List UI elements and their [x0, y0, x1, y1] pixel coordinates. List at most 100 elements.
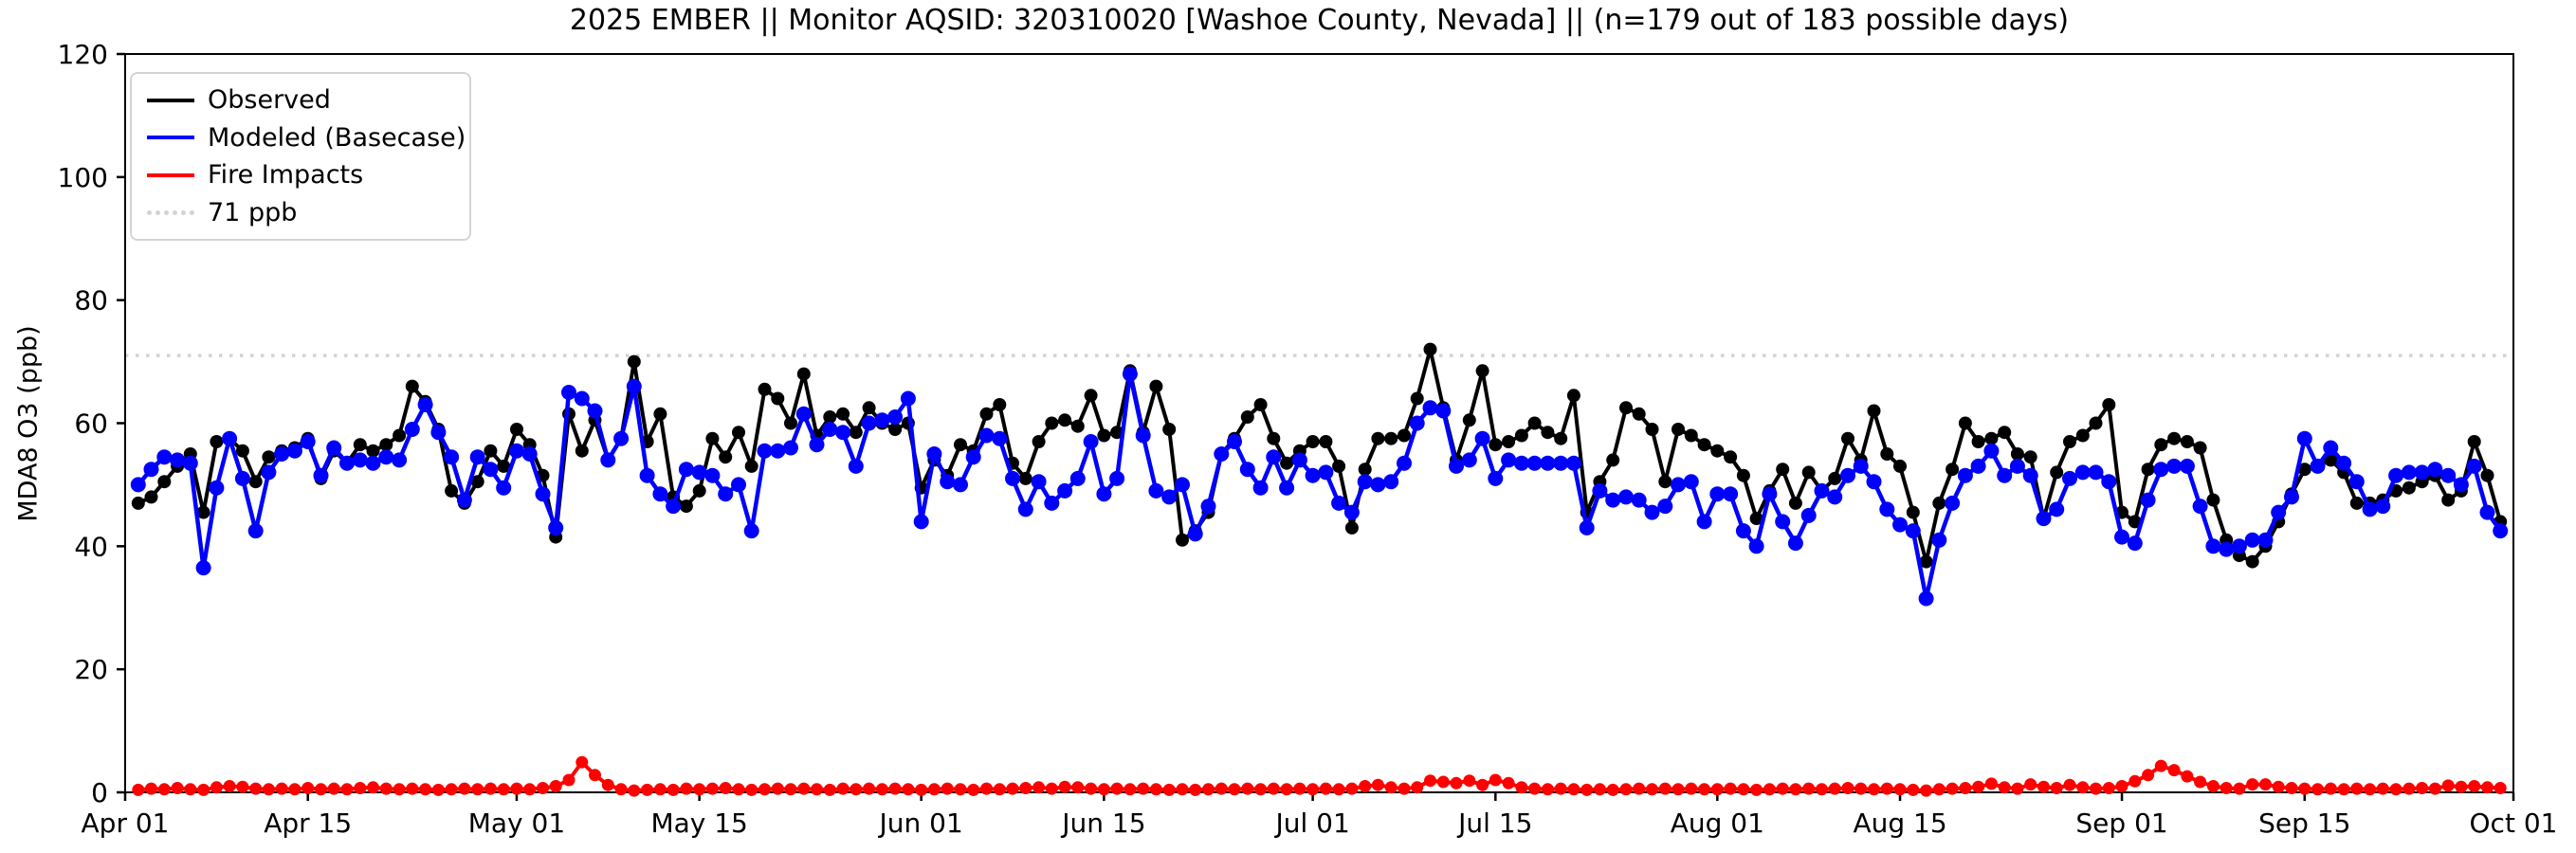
modeled-basecase-marker [900, 390, 916, 407]
fire-impacts-marker [223, 780, 236, 792]
modeled-basecase-marker [874, 412, 890, 428]
modeled-basecase-marker [430, 425, 447, 441]
observed-marker [1423, 342, 1437, 356]
modeled-basecase-marker [1905, 523, 1921, 539]
fire-impacts-marker [2154, 759, 2167, 772]
observed-marker [2480, 468, 2494, 482]
modeled-basecase-marker [2388, 467, 2404, 483]
fire-impacts-marker [1398, 782, 1411, 795]
observed-marker [1018, 471, 1032, 485]
fire-impacts-marker [197, 783, 210, 796]
fire-impacts-marker [941, 782, 954, 795]
modeled-basecase-marker [1435, 403, 1452, 419]
modeled-basecase-marker [2009, 458, 2025, 474]
modeled-basecase-marker [1709, 486, 1726, 502]
modeled-basecase-marker [795, 406, 812, 422]
modeled-basecase-marker [1122, 366, 1138, 382]
fire-impacts-marker [1737, 783, 1750, 796]
chart-title: 2025 EMBER || Monitor AQSID: 320310020 [… [569, 4, 2070, 37]
modeled-basecase-marker [1422, 400, 1438, 416]
modeled-basecase-marker [1579, 519, 1595, 535]
modeled-basecase-marker [2179, 458, 2195, 474]
fire-impacts-marker [2233, 782, 2246, 795]
fire-impacts-marker [1984, 777, 1998, 790]
fire-impacts-marker [2272, 780, 2285, 793]
fire-impacts-marker [1672, 783, 1685, 796]
fire-impacts-marker [1124, 783, 1137, 796]
fire-impacts-marker [1907, 783, 1920, 796]
fire-impacts-marker [419, 783, 432, 796]
observed-marker [1893, 459, 1907, 473]
observed-marker [1527, 416, 1542, 430]
modeled-basecase-marker [1005, 470, 1020, 486]
modeled-basecase-marker [626, 378, 642, 394]
modeled-basecase-marker [2049, 501, 2065, 517]
modeled-basecase-marker [1279, 480, 1295, 496]
modeled-basecase-marker [1540, 455, 1556, 471]
fire-impacts-marker [132, 783, 145, 796]
modeled-line-sample-icon [147, 136, 194, 140]
modeled-basecase-marker [1083, 434, 1099, 449]
fire-impacts-marker [1228, 783, 1241, 796]
modeled-basecase-marker [1474, 430, 1490, 446]
fire-impacts-marker [1436, 775, 1450, 789]
fire-impacts-marker [1359, 780, 1372, 792]
fire-impacts-marker [1071, 781, 1085, 794]
fire-impacts-marker [2494, 782, 2507, 794]
observed-marker [157, 475, 172, 489]
fire-impacts-marker [497, 783, 510, 796]
fire-impacts-marker [2076, 781, 2090, 794]
observed-marker [1658, 475, 1672, 489]
modeled-basecase-marker [2271, 504, 2287, 520]
fire-impacts-marker [1528, 782, 1542, 795]
fire-impacts-marker [1045, 782, 1058, 795]
fire-impacts-marker [745, 783, 758, 796]
fire-impacts-marker [2441, 779, 2455, 792]
modeled-basecase-marker [1031, 474, 1047, 490]
modeled-basecase-marker [1069, 470, 1086, 486]
observed-marker [1070, 419, 1085, 433]
fire-impacts-marker [1319, 782, 1332, 795]
modeled-basecase-marker [2479, 504, 2495, 520]
fire-impacts-marker [823, 783, 836, 796]
observed-marker [2441, 493, 2456, 507]
fire-impacts-marker [1019, 782, 1032, 794]
modeled-basecase-marker [2205, 538, 2221, 554]
modeled-basecase-marker [1997, 467, 2013, 483]
legend-item-threshold: 71 ppb [147, 195, 469, 229]
observed-marker [1462, 413, 1476, 427]
x-tick-label: Jul 15 [1456, 808, 1532, 839]
fire-impacts-marker [680, 782, 693, 795]
fire-impacts-marker [1567, 783, 1580, 796]
observed-marker [1149, 379, 1163, 393]
observed-marker [1971, 435, 1985, 448]
modeled-basecase-marker [1631, 492, 1647, 508]
fire-impacts-marker [1816, 783, 1828, 796]
observed-marker [692, 483, 706, 498]
fire-impacts-marker [1006, 782, 1019, 795]
observed-marker [2180, 435, 2194, 448]
observed-marker [2349, 496, 2364, 510]
fire-impacts-marker [1619, 783, 1633, 796]
modeled-basecase-marker [2466, 458, 2482, 474]
modeled-basecase-marker [1618, 489, 1634, 505]
modeled-basecase-marker [1671, 477, 1686, 493]
fire-impacts-marker [1345, 782, 1359, 795]
modeled-basecase-marker [1331, 495, 1347, 511]
modeled-basecase-marker [326, 440, 342, 456]
modeled-basecase-marker [2257, 532, 2274, 548]
fire-impacts-marker [2090, 782, 2102, 795]
modeled-basecase-marker [209, 480, 225, 496]
observed-marker [1267, 431, 1281, 445]
observed-marker [1880, 447, 1894, 461]
legend: Observed Modeled (Basecase) Fire Impacts… [130, 72, 471, 241]
fire-impacts-marker [850, 783, 863, 796]
modeled-basecase-marker [678, 462, 694, 478]
fire-impacts-marker [1633, 782, 1646, 795]
modeled-basecase-marker [2166, 458, 2183, 474]
modeled-basecase-marker [1800, 507, 1817, 523]
observed-marker [954, 438, 967, 452]
fire-impacts-marker [1789, 783, 1802, 796]
fire-impacts-marker [1724, 782, 1737, 795]
